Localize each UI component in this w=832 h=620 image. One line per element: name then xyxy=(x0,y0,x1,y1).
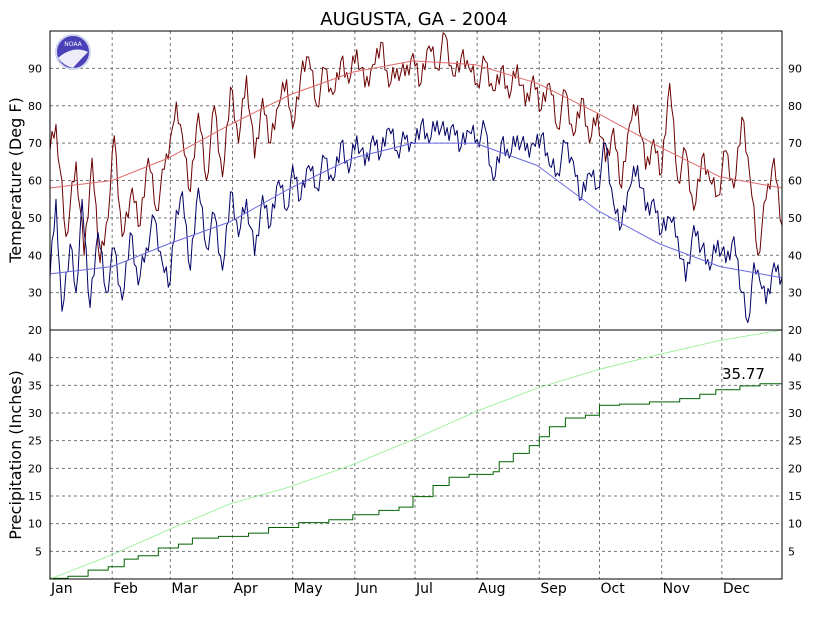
temperature-tick-label-left: 30 xyxy=(28,287,42,300)
month-tick-label: Dec xyxy=(723,581,750,597)
precipitation-tick-label-right: 5 xyxy=(788,545,795,558)
precipitation-tick-label-left: 40 xyxy=(28,352,42,365)
precipitation-tick-label-right: 25 xyxy=(788,435,802,448)
month-tick-label: Oct xyxy=(601,581,626,597)
temperature-tick-label-right: 30 xyxy=(788,287,802,300)
temperature-tick-label-left: 20 xyxy=(28,324,42,337)
precipitation-tick-label-right: 10 xyxy=(788,518,802,531)
precipitation-tick-label-left: 25 xyxy=(28,435,42,448)
temperature-tick-label-left: 80 xyxy=(28,100,42,113)
daily-min-series-line xyxy=(49,118,783,323)
temperature-tick-label-right: 60 xyxy=(788,175,802,188)
month-tick-label: Apr xyxy=(233,581,257,597)
precipitation-tick-label-right: 20 xyxy=(788,462,802,475)
precip-normal-series-line xyxy=(49,329,783,580)
temperature-tick-label-right: 40 xyxy=(788,249,802,262)
precipitation-tick-label-right: 15 xyxy=(788,490,802,503)
temperature-axis-label: Temperature (Deg F) xyxy=(6,97,25,264)
precipitation-tick-label-right: 35 xyxy=(788,379,802,392)
month-tick-label: Sep xyxy=(540,581,567,597)
temperature-tick-label-right: 20 xyxy=(788,324,802,337)
temperature-tick-label-left: 60 xyxy=(28,175,42,188)
precipitation-tick-label-left: 10 xyxy=(28,518,42,531)
temperature-tick-label-right: 80 xyxy=(788,100,802,113)
precipitation-tick-label-left: 5 xyxy=(35,545,42,558)
precipitation-plot-frame xyxy=(49,329,783,580)
month-tick-label: Jun xyxy=(355,581,378,597)
month-tick-label: May xyxy=(294,581,323,597)
precipitation-tick-label-right: 30 xyxy=(788,407,802,420)
precipitation-total-annotation: 35.77 xyxy=(722,365,765,383)
temperature-tick-label-left: 40 xyxy=(28,249,42,262)
noaa-logo-bird xyxy=(58,49,88,68)
temperature-tick-label-right: 50 xyxy=(788,212,802,225)
temperature-tick-label-right: 90 xyxy=(788,62,802,75)
precipitation-tick-label-left: 35 xyxy=(28,379,42,392)
precipitation-tick-label-left: 15 xyxy=(28,490,42,503)
temperature-tick-label-left: 70 xyxy=(28,137,42,150)
month-tick-label: Jan xyxy=(50,581,73,597)
precipitation-tick-label-right: 40 xyxy=(788,352,802,365)
month-tick-label: Jul xyxy=(415,581,433,597)
normal-min-series-line xyxy=(49,142,783,279)
month-tick-label: Nov xyxy=(663,581,690,597)
normal-max-series-line xyxy=(49,60,783,189)
precipitation-tick-label-left: 30 xyxy=(28,407,42,420)
temperature-tick-label-left: 50 xyxy=(28,212,42,225)
noaa-logo-text: NOAA xyxy=(64,41,82,48)
month-tick-label: Feb xyxy=(113,581,138,597)
precipitation-axis-label: Precipitation (Inches) xyxy=(6,370,25,540)
month-tick-label: Mar xyxy=(171,581,198,597)
precipitation-tick-label-left: 20 xyxy=(28,462,42,475)
noaa-logo: NOAA xyxy=(55,34,91,70)
month-tick-label: Aug xyxy=(478,581,505,597)
daily-max-series-line xyxy=(49,32,783,264)
temperature-tick-label-right: 70 xyxy=(788,137,802,150)
temperature-tick-label-left: 90 xyxy=(28,62,42,75)
precip-observed-series-line xyxy=(50,381,783,579)
chart-title: AUGUSTA, GA - 2004 xyxy=(320,9,507,30)
